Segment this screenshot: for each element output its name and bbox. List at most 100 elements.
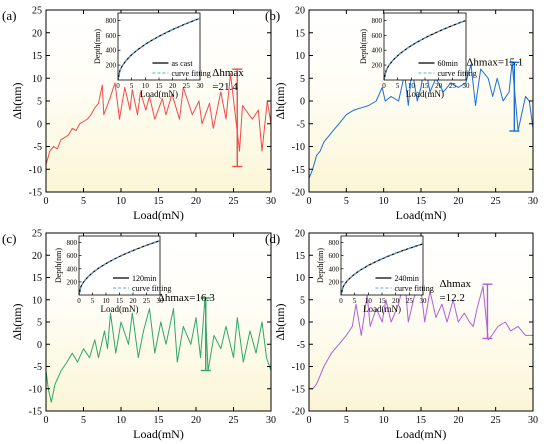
- x-tick-label: 20: [191, 415, 201, 426]
- x-tick-label: 30: [266, 196, 276, 207]
- inset-x-tick-label: 30: [157, 297, 165, 305]
- legend-label-sample: 60min: [437, 59, 457, 68]
- x-axis-label: Load(mN): [133, 208, 184, 222]
- legend-label-fit: curve fitting: [132, 284, 171, 293]
- x-tick-label: 5: [81, 196, 86, 207]
- x-tick-label: 30: [528, 196, 538, 207]
- inset-x-tick-label: 20: [435, 82, 443, 90]
- inset-x-tick-label: 20: [169, 82, 177, 90]
- x-tick-label: 25: [229, 415, 239, 426]
- y-tick-label: 20: [32, 251, 42, 262]
- y-tick-label: 10: [32, 295, 42, 306]
- y-tick-label: 5: [300, 295, 305, 306]
- y-tick-label: 0: [37, 340, 42, 351]
- y-tick-label: -15: [292, 384, 305, 395]
- inset-y-axis-label: Depth(nm): [54, 248, 63, 283]
- delta-h-max-label: Δhmax: [158, 292, 190, 304]
- y-tick-label: 5: [37, 318, 42, 329]
- y-tick-label: -10: [29, 384, 42, 395]
- inset-x-tick-label: 20: [130, 297, 138, 305]
- y-tick-label: 15: [295, 28, 305, 39]
- y-tick-label: -10: [29, 165, 42, 176]
- x-tick-label: 10: [116, 196, 126, 207]
- inset-y-tick-label: 200: [372, 62, 383, 70]
- x-tick-label: 10: [116, 415, 126, 426]
- axis-ticks: 0 5 10 15 20 25 30 -15 -10 -5 0 5 10 15 20 25: [29, 6, 276, 208]
- panel-d: 0 5 10 15 20 25 30-20-15-10-505101520Load(mN)Δ…: [265, 229, 538, 442]
- y-tick-label: 10: [295, 51, 305, 62]
- x-tick-label: 0: [307, 415, 312, 426]
- y-tick-label: 0: [300, 97, 305, 108]
- inset-x-tick-label: 15: [379, 297, 387, 305]
- inset-x-tick-label: 25: [183, 82, 191, 90]
- inset-y-tick-label: 200: [106, 62, 117, 70]
- delta-h-max-text: Δhmax=16.3: [158, 292, 215, 304]
- panel-label: (a): [2, 8, 16, 23]
- inset-y-tick-label: 400: [106, 47, 117, 55]
- inset-x-tick-label: 30: [197, 82, 205, 90]
- y-tick-label: -5: [34, 362, 42, 373]
- y-tick-label: 10: [32, 74, 42, 85]
- y-axis-label: Δh(nm): [273, 82, 287, 119]
- x-tick-label: 20: [453, 196, 463, 207]
- inset-y-tick-label: 600: [67, 252, 78, 260]
- inset-y-tick-label: 800: [106, 17, 117, 25]
- delta-h-max-text: Δhmax =12.2: [439, 278, 471, 304]
- legend-label-sample: as cast: [171, 59, 193, 68]
- y-axis-label: Δh(nm): [273, 303, 287, 340]
- inset-x-tick-label: 10: [408, 82, 416, 90]
- inset-fit-curve: [78, 240, 161, 296]
- y-axis-label: Δh(nm): [10, 303, 24, 340]
- delta-h-max-text: Δhmax =21.4: [212, 67, 244, 93]
- delta-h-series-line: [308, 61, 534, 179]
- inset-x-tick-label: 10: [365, 297, 373, 305]
- inset-x-tick-label: 5: [130, 82, 134, 90]
- x-tick-label: 5: [81, 415, 86, 426]
- inset-x-tick-label: 15: [116, 297, 124, 305]
- inset-y-axis-label: Depth(nm): [316, 248, 325, 283]
- x-tick-label: 20: [453, 415, 463, 426]
- x-tick-label: 0: [44, 415, 49, 426]
- inset-x-tick-label: 0: [339, 297, 343, 305]
- inset-x-axis-label: Load(mN): [363, 304, 401, 314]
- inset-depth-chart: 0 5 10 15 20 25 30 200 400 600 800 Load(mN) Depth(nm…: [54, 235, 171, 314]
- x-tick-label: 5: [344, 196, 349, 207]
- y-tick-label: 5: [300, 74, 305, 85]
- delta-h-max-annotation: Δhmax=16.3: [158, 292, 215, 372]
- x-tick-label: 5: [344, 415, 349, 426]
- x-tick-label: 25: [229, 196, 239, 207]
- inset-x-axis-label: Load(mN): [140, 89, 178, 99]
- inset-y-axis-label: Depth(nm): [359, 29, 368, 64]
- panel-a: 0 5 10 15 20 25 30 -15 -10 -5 0 5 10 15 20 25 Load(mN) Δh…: [2, 6, 276, 223]
- x-tick-label: 15: [154, 196, 164, 207]
- y-tick-label: 25: [32, 6, 42, 17]
- delta-h-max-label: Δhmax: [439, 278, 471, 290]
- inset-y-tick-label: 600: [106, 32, 117, 40]
- y-tick-label: 15: [32, 51, 42, 62]
- x-axis-label: Load(mN): [133, 427, 184, 441]
- inset-x-axis-label: Load(mN): [101, 304, 139, 314]
- delta-h-max-label: Δhmax: [212, 67, 244, 79]
- inset-x-tick-label: 10: [103, 297, 111, 305]
- y-tick-label: -15: [29, 188, 42, 199]
- x-tick-label: 15: [154, 415, 164, 426]
- x-axis-label: Load(mN): [396, 208, 447, 222]
- inset-x-tick-label: 30: [463, 82, 471, 90]
- inset-x-tick-label: 15: [422, 82, 430, 90]
- x-tick-label: 10: [379, 415, 389, 426]
- delta-h-max-label: Δhmax: [466, 56, 498, 68]
- y-tick-label: 0: [37, 119, 42, 130]
- y-tick-label: 10: [295, 273, 305, 284]
- y-tick-label: -10: [292, 362, 305, 373]
- inset-y-tick-label: 200: [329, 278, 340, 286]
- delta-h-max-annotation: Δhmax =12.2: [439, 278, 493, 340]
- y-tick-label: -20: [292, 407, 305, 418]
- legend-label-fit: curve fitting: [171, 69, 210, 78]
- legend-label-fit: curve fitting: [437, 69, 476, 78]
- y-tick-label: 20: [295, 6, 305, 17]
- y-tick-label: -15: [29, 407, 42, 418]
- x-tick-label: 30: [266, 415, 276, 426]
- x-tick-label: 10: [379, 196, 389, 207]
- inset-y-tick-label: 800: [329, 239, 340, 247]
- delta-h-max-value: =12.2: [439, 292, 464, 304]
